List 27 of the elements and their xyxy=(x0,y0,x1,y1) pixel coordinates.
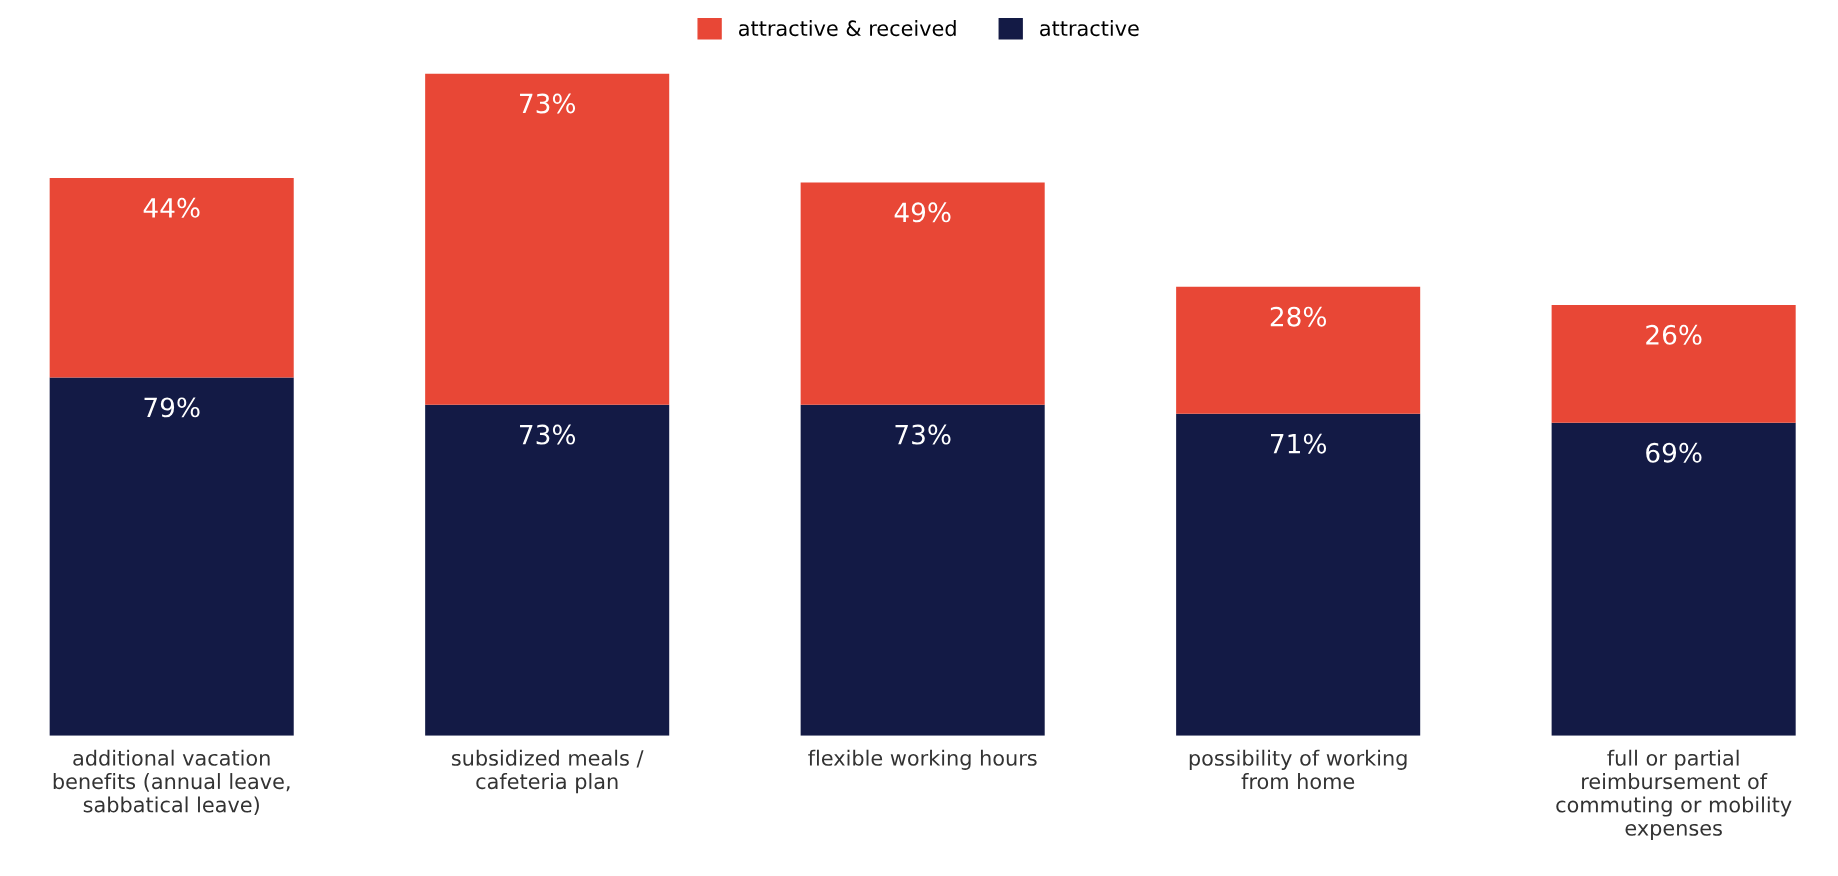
bar xyxy=(425,73,670,405)
data-label: 71% xyxy=(1271,433,1327,454)
bar xyxy=(1176,413,1421,736)
x-tick-label: subsidized meals / cafeteria plan xyxy=(451,749,644,794)
data-label: 73% xyxy=(520,424,576,445)
bar xyxy=(1176,286,1421,414)
legend-label: attractive & received xyxy=(739,20,956,37)
bar xyxy=(49,377,294,736)
data-label: 26% xyxy=(1646,324,1702,345)
data-label: 44% xyxy=(143,197,200,218)
legend-label: attractive xyxy=(1040,20,1139,37)
x-tick-label: full or partial reimbursement of commuting or mobility expenses xyxy=(1556,749,1792,840)
x-tick-label: possibility of working from home xyxy=(1189,749,1407,790)
bar xyxy=(800,182,1045,405)
x-tick-label: flexible working hours xyxy=(808,749,1037,770)
data-label: 73% xyxy=(895,424,951,445)
bar xyxy=(1551,304,1796,423)
x-tick-label: additional vacation benefits (annual leave, sabbatical leave) xyxy=(53,749,290,815)
bar xyxy=(425,404,670,736)
data-label: 79% xyxy=(144,397,200,418)
data-label: 28% xyxy=(1270,306,1327,327)
bar xyxy=(800,404,1045,736)
data-label: 73% xyxy=(520,93,576,114)
bar xyxy=(1551,422,1796,736)
data-label: 49% xyxy=(894,202,951,223)
bar xyxy=(49,177,294,378)
data-label: 69% xyxy=(1646,442,1702,463)
